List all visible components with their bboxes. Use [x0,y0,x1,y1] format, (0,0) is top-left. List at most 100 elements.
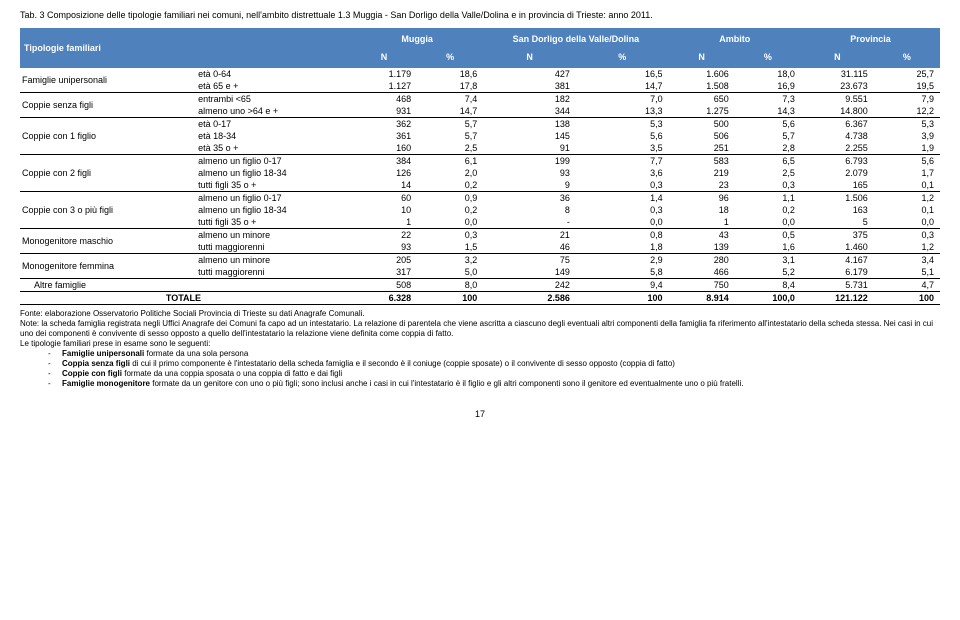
table-cell: 219 [669,167,735,179]
header-col-provincia: Provincia [801,28,940,50]
header-sub: % [874,50,940,68]
table-cell: 100 [576,291,669,304]
table-cell: 2.255 [801,142,874,155]
table-cell: 5,6 [874,154,940,167]
table-cell: 145 [483,130,576,142]
table-cell: 506 [669,130,735,142]
header-sub: N [669,50,735,68]
table-cell: 6.793 [801,154,874,167]
table-cell: 362 [351,117,417,130]
table-cell: 1 [351,216,417,229]
table-cell: 0,1 [874,179,940,192]
table-cell: 14.800 [801,105,874,118]
table-cell: 5 [801,216,874,229]
table-cell: 2,0 [417,167,483,179]
table-cell: 0,2 [417,204,483,216]
table-cell: 251 [669,142,735,155]
table-cell: 1,4 [576,191,669,204]
table-cell: 7,4 [417,92,483,105]
table-cell: 139 [669,241,735,254]
table-cell: 14 [351,179,417,192]
row-category: Coppie con 1 figlio [20,117,192,154]
table-cell: 13,3 [576,105,669,118]
header-col-ambito: Ambito [669,28,801,50]
row-subcategory: almeno un figlio 18-34 [192,167,351,179]
table-cell: 280 [669,253,735,266]
table-cell: 5,8 [576,266,669,279]
table-cell: 1.275 [669,105,735,118]
table-cell: 242 [483,278,576,291]
row-subcategory: età 65 e + [192,80,351,93]
dash-icon: - [48,379,62,389]
table-cell: 0,2 [417,179,483,192]
table-cell: 1.606 [669,68,735,80]
table-cell: 931 [351,105,417,118]
table-cell: 91 [483,142,576,155]
header-col-sandorligo: San Dorligo della Valle/Dolina [483,28,668,50]
table-cell: 93 [483,167,576,179]
table-cell: 21 [483,228,576,241]
table-cell: 3,6 [576,167,669,179]
table-cell: 0,2 [735,204,801,216]
table-cell: 9,4 [576,278,669,291]
table-cell: 375 [801,228,874,241]
table-cell: 1,1 [735,191,801,204]
row-subcategory: età 0-64 [192,68,351,80]
table-cell: 5,1 [874,266,940,279]
row-subcategory: età 18-34 [192,130,351,142]
row-subcategory: entrambi <65 [192,92,351,105]
data-table: Tipologie familiari Muggia San Dorligo d… [20,28,940,305]
row-category: Coppie senza figli [20,92,192,117]
table-cell: 317 [351,266,417,279]
row-category: Coppie con 2 figli [20,154,192,191]
row-category: Famiglie unipersonali [20,68,192,93]
table-cell: 6,5 [735,154,801,167]
note-main: Note: la scheda famiglia registrata negl… [20,319,940,339]
table-cell: 0,3 [735,179,801,192]
table-header-row1: Tipologie familiari Muggia San Dorligo d… [20,28,940,50]
table-cell: 3,5 [576,142,669,155]
dash-icon: - [48,349,62,359]
table-cell: 468 [351,92,417,105]
table-cell: 0,9 [417,191,483,204]
table-cell: 1,2 [874,191,940,204]
table-cell: 8,4 [735,278,801,291]
table-cell: 9 [483,179,576,192]
table-cell: 7,9 [874,92,940,105]
table-cell: 0,3 [417,228,483,241]
table-cell: 5,2 [735,266,801,279]
table-cell: 9.551 [801,92,874,105]
table-cell: 5,3 [576,117,669,130]
table-cell: 1,6 [735,241,801,254]
table-cell: 14,7 [576,80,669,93]
table-cell: 508 [351,278,417,291]
table-cell: 3,4 [874,253,940,266]
table-cell: 1.179 [351,68,417,80]
page-number: 17 [20,409,940,419]
table-cell: 5,6 [735,117,801,130]
header-sub: N [351,50,417,68]
table-cell: 1,8 [576,241,669,254]
row-subcategory: almeno un figlio 0-17 [192,191,351,204]
table-cell: 0,8 [576,228,669,241]
table-cell: 384 [351,154,417,167]
table-cell: 0,3 [576,204,669,216]
table-cell: 5,7 [735,130,801,142]
row-subcategory: tutti figli 35 o + [192,216,351,229]
header-sub: N [801,50,874,68]
table-cell: 12,2 [874,105,940,118]
table-cell: 7,3 [735,92,801,105]
table-cell: 5,0 [417,266,483,279]
table-cell: 5,7 [417,117,483,130]
table-cell: 2,5 [735,167,801,179]
table-cell: 0,5 [735,228,801,241]
row-subcategory: almeno un minore [192,228,351,241]
table-cell: 199 [483,154,576,167]
table-cell: 2,9 [576,253,669,266]
table-cell: 19,5 [874,80,940,93]
table-cell: 149 [483,266,576,279]
row-category: Altre famiglie [20,278,351,291]
table-cell: 650 [669,92,735,105]
row-subcategory: tutti figli 35 o + [192,179,351,192]
table-cell: 14,7 [417,105,483,118]
